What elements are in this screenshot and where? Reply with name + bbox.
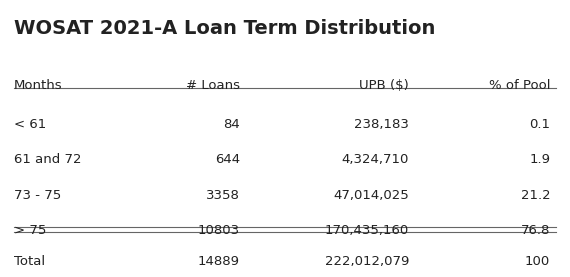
Text: % of Pool: % of Pool xyxy=(489,79,550,92)
Text: 21.2: 21.2 xyxy=(520,189,550,202)
Text: 170,435,160: 170,435,160 xyxy=(325,224,409,237)
Text: Total: Total xyxy=(14,255,45,268)
Text: UPB ($): UPB ($) xyxy=(360,79,409,92)
Text: 222,012,079: 222,012,079 xyxy=(325,255,409,268)
Text: 47,014,025: 47,014,025 xyxy=(333,189,409,202)
Text: 3358: 3358 xyxy=(206,189,240,202)
Text: 61 and 72: 61 and 72 xyxy=(14,153,82,166)
Text: 1.9: 1.9 xyxy=(530,153,550,166)
Text: 73 - 75: 73 - 75 xyxy=(14,189,62,202)
Text: 238,183: 238,183 xyxy=(355,118,409,131)
Text: # Loans: # Loans xyxy=(186,79,240,92)
Text: 10803: 10803 xyxy=(198,224,240,237)
Text: WOSAT 2021-A Loan Term Distribution: WOSAT 2021-A Loan Term Distribution xyxy=(14,19,435,38)
Text: < 61: < 61 xyxy=(14,118,46,131)
Text: Months: Months xyxy=(14,79,63,92)
Text: 0.1: 0.1 xyxy=(530,118,550,131)
Text: 644: 644 xyxy=(215,153,240,166)
Text: 76.8: 76.8 xyxy=(521,224,550,237)
Text: 100: 100 xyxy=(525,255,550,268)
Text: 14889: 14889 xyxy=(198,255,240,268)
Text: 4,324,710: 4,324,710 xyxy=(342,153,409,166)
Text: > 75: > 75 xyxy=(14,224,46,237)
Text: 84: 84 xyxy=(223,118,240,131)
